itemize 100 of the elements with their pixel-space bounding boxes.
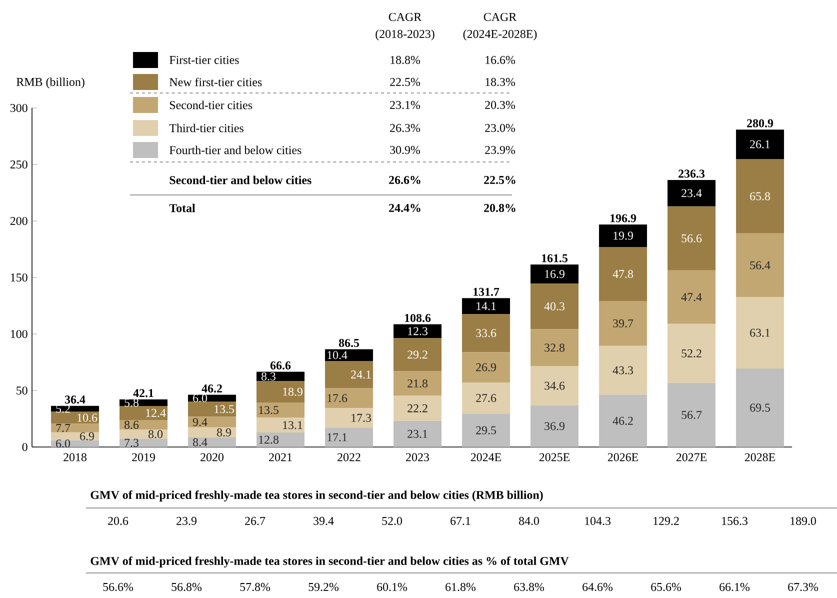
data-label: 16.9	[545, 270, 564, 278]
text: 129.2	[654, 516, 679, 526]
x-tick-label: 2024E	[470, 453, 502, 462]
bar	[668, 382, 716, 447]
data-label: 24.1	[351, 370, 371, 379]
annotation: 20.8%	[484, 204, 516, 212]
data-label: 56.4	[750, 261, 770, 270]
x-tick-label: 2022	[338, 453, 360, 462]
bar	[256, 402, 305, 418]
bar	[530, 329, 579, 366]
legend-label: First-tier cities	[170, 56, 239, 64]
text: 39.4	[314, 516, 334, 526]
data-label: 29.2	[408, 350, 428, 359]
bar	[51, 440, 100, 447]
data-label: 32.8	[544, 344, 565, 352]
bar	[188, 416, 236, 428]
text: GMV of mid-priced freshly-made tea stores in second-tier and below cities as % of total GMV	[90, 556, 569, 568]
bar	[120, 420, 168, 430]
data-label: 13.5	[259, 406, 279, 414]
bar	[120, 406, 168, 420]
text: CAGR	[484, 12, 517, 21]
data-label: 47.8	[612, 270, 634, 278]
annotation: 22.5%	[484, 176, 516, 184]
data-label: 13.5	[214, 405, 234, 414]
data-label: 10.4	[328, 351, 348, 360]
data-label: 47.4	[681, 293, 702, 302]
bar	[736, 159, 784, 234]
data-label: 8.6	[124, 420, 139, 429]
data-label: 6.9	[80, 432, 94, 440]
text: 52.0	[382, 516, 402, 526]
bar	[394, 338, 442, 372]
data-label: 8.0	[148, 430, 163, 438]
data-label: 21.8	[408, 379, 428, 388]
text: GMV of mid-priced freshly-made tea stores in second-tier and below cities (RMB billion)	[90, 490, 543, 502]
data-label: 27.6	[476, 394, 496, 402]
y-tick-label: 150	[10, 273, 28, 282]
data-label: 12.3	[408, 327, 428, 336]
text: 64.6%	[582, 582, 613, 592]
bar	[462, 314, 510, 352]
text: 65.6%	[651, 582, 682, 592]
data-label: 34.6	[544, 382, 565, 390]
text: (2024E-2028E)	[463, 30, 537, 40]
bar	[120, 399, 168, 406]
text: 67.1	[450, 516, 470, 526]
text: 67.3%	[788, 582, 818, 592]
data-label: 7.3	[124, 438, 139, 447]
data-label: 52.2	[682, 349, 702, 358]
data-label: 9.4	[192, 418, 208, 426]
text: 18.8%	[390, 56, 420, 64]
annotation: 20.3%	[485, 100, 516, 110]
x-tick-label: 2025E	[539, 453, 570, 462]
total-label: 196.9	[610, 214, 636, 222]
bar	[736, 297, 784, 368]
bar	[120, 430, 168, 439]
text: 18.3%	[486, 78, 516, 86]
text: 84.0	[518, 516, 540, 526]
data-label: 8.4	[192, 438, 208, 446]
bar	[51, 424, 100, 432]
data-label: 23.1	[408, 430, 428, 438]
text: 60.1%	[377, 582, 408, 592]
bar	[256, 372, 305, 382]
data-label: 26.1	[750, 140, 770, 148]
total-label: 236.3	[678, 170, 705, 178]
bar	[530, 264, 579, 284]
bar	[668, 206, 716, 270]
y-tick-label: 50	[16, 386, 28, 395]
data-label: 36.9	[544, 422, 564, 430]
data-label: 7.7	[56, 424, 70, 432]
data-label: 17.1	[328, 433, 347, 442]
annotation: 24.4%	[389, 204, 420, 212]
data-label: 40.3	[544, 302, 565, 310]
text: 56.6%	[103, 582, 134, 592]
x-tick-label: 2028E	[744, 453, 776, 462]
bar	[51, 412, 100, 424]
total-label: 161.5	[542, 254, 568, 262]
bar	[599, 224, 648, 247]
text: 156.3	[722, 516, 748, 526]
total-label: 280.9	[747, 119, 774, 128]
bar	[256, 432, 305, 447]
data-label: 23.4	[682, 189, 702, 198]
total-label: 42.1	[133, 389, 154, 398]
annotation: 23.1%	[390, 100, 420, 110]
bar	[325, 388, 374, 408]
bar	[530, 366, 579, 406]
legend-label: Second-tier cities	[170, 100, 252, 110]
data-label: 17.3	[352, 414, 372, 422]
bar	[394, 420, 442, 447]
bar	[394, 371, 442, 396]
data-label: 46.2	[612, 416, 633, 425]
bar	[462, 352, 510, 382]
total-label: 108.6	[405, 314, 431, 322]
bar	[599, 300, 648, 346]
annotation: Total	[169, 204, 196, 212]
text: 56.8%	[172, 582, 202, 592]
bar	[736, 233, 784, 298]
x-tick-label: 2027E	[676, 453, 707, 462]
data-label: 14.1	[476, 302, 496, 310]
text: 20.6	[108, 516, 128, 526]
bar	[462, 414, 510, 447]
annotation: 26.3%	[390, 124, 420, 132]
